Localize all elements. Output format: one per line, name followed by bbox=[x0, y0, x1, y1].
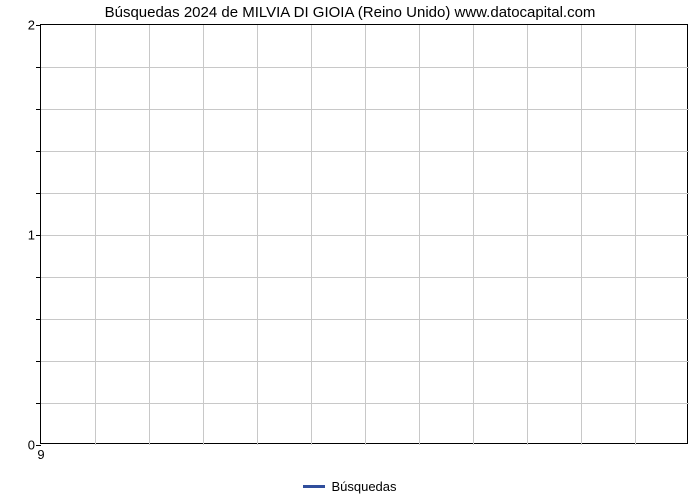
gridline-h bbox=[41, 235, 689, 236]
ytick-mark bbox=[36, 403, 41, 404]
ytick-mark bbox=[36, 319, 41, 320]
gridline-h bbox=[41, 67, 689, 68]
ytick-label: 1 bbox=[28, 228, 41, 243]
ytick-mark bbox=[36, 67, 41, 68]
gridline-h bbox=[41, 319, 689, 320]
gridline-h bbox=[41, 361, 689, 362]
gridline-h bbox=[41, 193, 689, 194]
legend-swatch bbox=[303, 485, 325, 488]
gridline-h bbox=[41, 277, 689, 278]
ytick-mark bbox=[36, 151, 41, 152]
xtick-label: 9 bbox=[37, 443, 44, 462]
chart-plot-area: 0129 bbox=[40, 24, 688, 444]
gridline-h bbox=[41, 403, 689, 404]
ytick-mark bbox=[36, 193, 41, 194]
gridline-h bbox=[41, 151, 689, 152]
ytick-mark bbox=[36, 361, 41, 362]
gridline-h bbox=[41, 109, 689, 110]
chart-legend: Búsquedas bbox=[0, 479, 700, 494]
chart-title: Búsquedas 2024 de MILVIA DI GIOIA (Reino… bbox=[0, 4, 700, 21]
ytick-mark bbox=[36, 109, 41, 110]
ytick-label: 2 bbox=[28, 18, 41, 33]
ytick-mark bbox=[36, 277, 41, 278]
legend-label: Búsquedas bbox=[331, 479, 396, 494]
